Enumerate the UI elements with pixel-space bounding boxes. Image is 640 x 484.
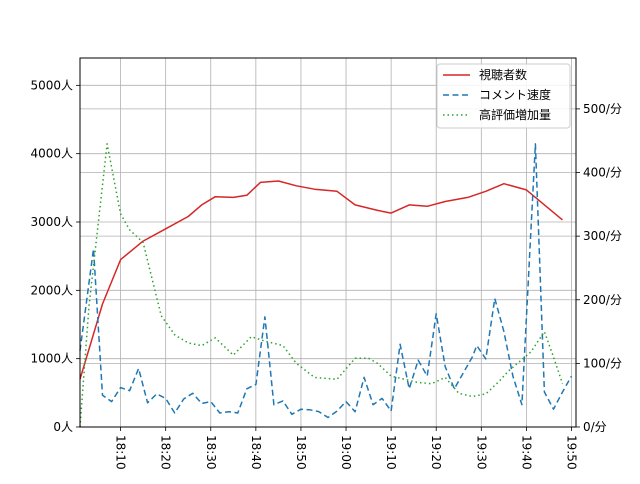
x-tick-label: 19:00	[339, 435, 353, 470]
x-tick-label: 19:50	[564, 435, 578, 470]
x-tick-label: 19:10	[384, 435, 398, 470]
y-left-tick-label: 4000人	[30, 147, 73, 161]
y-left-tick-label: 2000人	[30, 283, 73, 297]
legend-label-1: 視聴者数	[479, 67, 527, 82]
legend-box	[436, 63, 571, 129]
x-tick-label: 19:40	[519, 435, 533, 470]
series-line-3	[79, 143, 564, 428]
y-right-tick-label: 100/分	[583, 356, 622, 370]
x-tick-label: 18:10	[114, 435, 128, 470]
series-line-1	[79, 180, 563, 380]
x-tick-label: 18:20	[159, 435, 173, 470]
plot-frame	[79, 57, 577, 428]
y-left-tick-label: 0人	[53, 420, 73, 434]
x-tick-label: 18:40	[249, 435, 263, 470]
x-tick-label: 18:30	[204, 435, 218, 470]
y-right-tick-label: 300/分	[583, 229, 622, 243]
series-line-2	[79, 143, 573, 419]
x-tick-label: 18:50	[294, 435, 308, 470]
legend-label-2: コメント速度	[479, 87, 551, 102]
y-left-tick-label: 5000人	[30, 78, 73, 92]
axes: 18:10 18:20 18:30 18:40 18:50 19:00 19:10 19:20…	[30, 78, 622, 469]
y-left-tick-label: 1000人	[30, 352, 73, 366]
series	[79, 143, 573, 428]
y-right-tick-label: 400/分	[583, 166, 622, 180]
y-right-tick-label: 500/分	[583, 102, 622, 116]
legend-label-3: 高評価増加量	[479, 107, 551, 122]
y-right-tick-label: 0/分	[583, 420, 607, 434]
x-tick-label: 19:30	[474, 435, 488, 470]
y-right-tick-label: 200/分	[583, 293, 622, 307]
x-tick-label: 19:20	[429, 435, 443, 470]
y-left-tick-label: 3000人	[30, 215, 73, 229]
